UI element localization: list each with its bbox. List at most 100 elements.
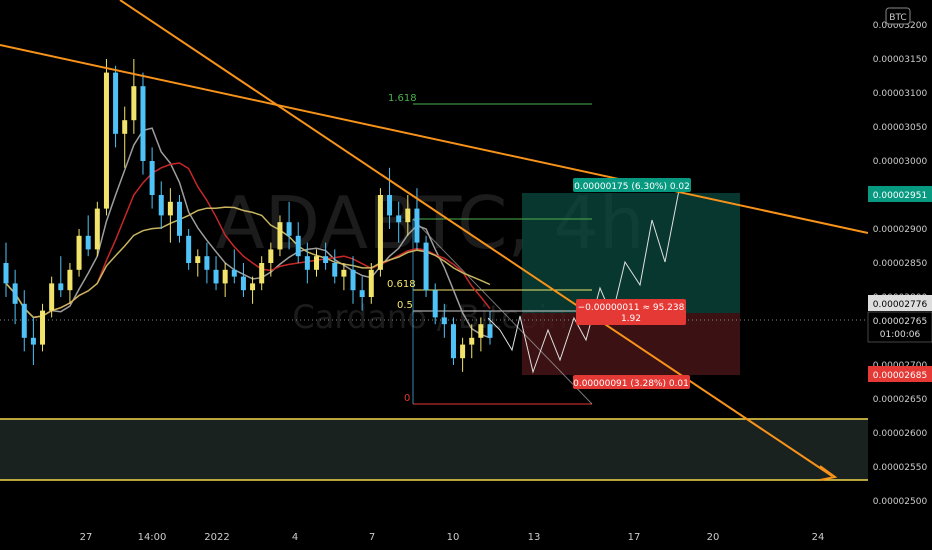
fib-diagonal — [412, 218, 593, 405]
support-zone[interactable] — [0, 419, 868, 480]
candle-down — [140, 86, 146, 161]
candle-down — [21, 303, 27, 338]
candle-up — [49, 283, 55, 311]
candle-down — [332, 263, 338, 277]
fib-label-1618: 1.618 — [388, 93, 417, 104]
candle-up — [268, 249, 274, 263]
trendline-upper[interactable] — [0, 44, 869, 234]
candle-down — [304, 256, 310, 270]
fib-label-0618: 0.618 — [387, 279, 416, 290]
candle-down — [158, 195, 164, 216]
fib-label-05: 0.5 — [397, 300, 413, 311]
target-label: 0.00000175 (6.30%) 0.02 — [574, 182, 690, 192]
center-label-1: −0.00000011 ≈ 95.238 — [578, 303, 685, 313]
candle-up — [277, 222, 283, 250]
candle-down — [149, 161, 155, 195]
candle-up — [341, 269, 347, 277]
price-tick-label: 0.00002500 — [873, 497, 928, 507]
time-tick-label: 7 — [369, 532, 375, 543]
price-tick-label: 0.00003050 — [873, 123, 928, 133]
candle-down — [359, 290, 365, 297]
time-axis-ticks: 27 14:00 2022 4 7 10 13 17 20 24 — [80, 532, 825, 543]
candle-up — [368, 269, 374, 297]
time-tick-label: 24 — [812, 532, 825, 543]
projected-path[interactable] — [487, 184, 681, 374]
upper-price-tag — [868, 295, 932, 311]
candle-down — [396, 215, 402, 223]
candle-down — [12, 283, 18, 304]
candle-down — [423, 242, 429, 291]
target-label-box — [573, 178, 691, 192]
stop-price-tag — [868, 366, 932, 382]
time-tick-label: 14:00 — [138, 532, 167, 543]
candle-down — [3, 263, 9, 284]
candle-down — [113, 72, 119, 134]
candle-up — [195, 256, 201, 263]
candle-down — [231, 269, 237, 277]
candle-up — [313, 256, 319, 270]
candle-down — [295, 235, 301, 257]
candle-down — [85, 235, 91, 250]
target-zone[interactable] — [522, 193, 740, 313]
candle-up — [40, 310, 46, 345]
price-tick-label: 0.00002850 — [873, 259, 928, 269]
fib-label-0: 0 — [404, 393, 410, 404]
price-tick-label: 0.00002600 — [873, 429, 928, 439]
stop-price-tag-text: 0.00002685 — [873, 371, 927, 381]
center-label-2: 1.92 — [621, 314, 641, 324]
candle-up — [103, 72, 109, 209]
candles — [3, 59, 493, 372]
candle-up — [377, 195, 383, 270]
candle-down — [58, 283, 64, 291]
stop-label-box — [573, 375, 690, 389]
btc-badge-label: BTC — [889, 13, 906, 23]
candle-up — [478, 324, 484, 338]
ma-gold-line — [5, 206, 491, 319]
time-axis[interactable] — [0, 522, 932, 550]
price-tick-label: 0.00002900 — [873, 225, 928, 235]
stop-label: 0.00000091 (3.28%) 0.01 — [573, 379, 689, 389]
price-tick-label: 0.00003200 — [873, 21, 928, 31]
target-price-tag-text: 0.00002951 — [873, 191, 927, 201]
candle-up — [167, 201, 173, 216]
candle-up — [469, 337, 475, 345]
moving-averages — [5, 127, 491, 339]
candle-down — [387, 195, 393, 216]
candle-up — [131, 86, 137, 121]
ma-grey-line — [5, 127, 491, 339]
candle-down — [213, 269, 219, 284]
candle-down — [414, 208, 420, 243]
price-tick-label: 0.00002650 — [873, 395, 928, 405]
candle-up — [259, 263, 265, 284]
price-tick-label: 0.00003100 — [873, 89, 928, 99]
candle-down — [204, 256, 210, 270]
time-tick-label: 2022 — [204, 532, 229, 543]
candle-down — [323, 256, 329, 263]
candle-up — [67, 269, 73, 291]
candle-down — [240, 276, 246, 291]
candle-down — [186, 235, 192, 263]
trendline-steep[interactable] — [119, 0, 833, 477]
candle-down — [350, 269, 356, 291]
candle-up — [222, 269, 228, 284]
target-price-tag — [868, 186, 932, 202]
time-tick-label: 13 — [528, 532, 541, 543]
countdown-text: 01:00:06 — [880, 330, 921, 340]
candle-down — [441, 317, 447, 325]
price-tick-label: 0.00002550 — [873, 463, 928, 473]
candle-down — [487, 324, 493, 338]
candle-up — [250, 283, 256, 291]
btc-badge[interactable] — [885, 7, 911, 25]
candle-down — [286, 222, 292, 236]
candle-down — [432, 290, 438, 318]
candle-up — [405, 208, 411, 223]
time-tick-label: 17 — [628, 532, 641, 543]
time-tick-label: 27 — [80, 532, 93, 543]
candle-up — [76, 235, 82, 270]
subtitle-watermark: Cardano / Bitcoin — [292, 298, 567, 336]
candle-down — [30, 337, 36, 345]
trendline-arrowhead — [819, 465, 838, 481]
price-axis[interactable] — [868, 0, 932, 522]
current-price-tag — [867, 311, 932, 343]
